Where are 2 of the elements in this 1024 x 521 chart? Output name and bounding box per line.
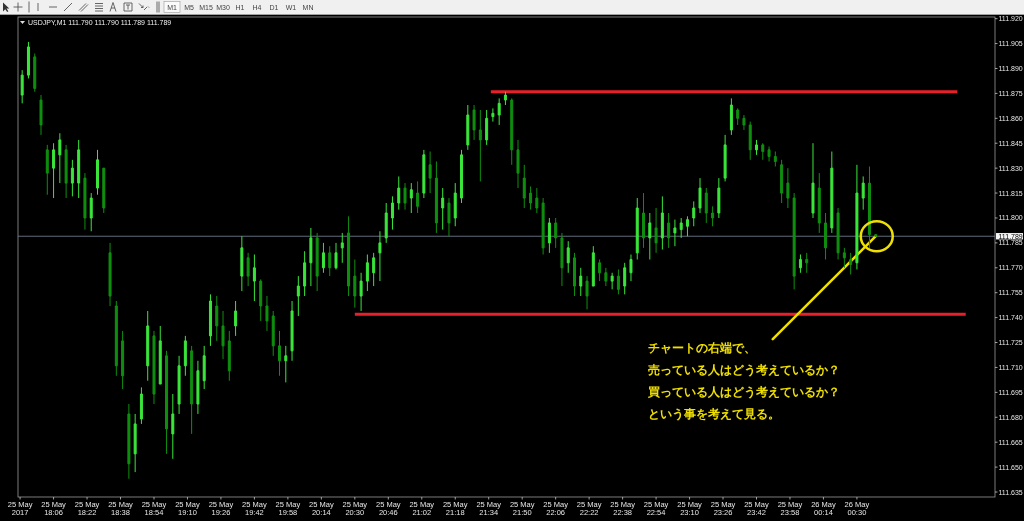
- annotation: チャートの右端で、売っている人はどう考えているか？買っている人はどう考えているか？という事を考えて見る。: [647, 220, 894, 422]
- annotation: チャートの右端で、売っている人はどう考えているか？買っている人はどう考えているか？という事を考えて見る。: [646, 341, 840, 422]
